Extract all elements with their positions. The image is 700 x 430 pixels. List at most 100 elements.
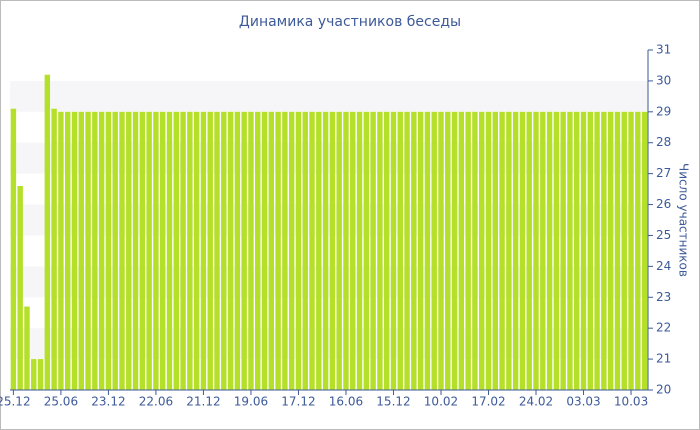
bar <box>506 111 512 391</box>
bar <box>431 111 437 391</box>
bar <box>329 111 336 391</box>
x-tick-label: 17.02 <box>471 395 505 409</box>
bar <box>268 111 275 391</box>
bar <box>132 111 139 391</box>
bar <box>180 111 186 391</box>
bar <box>519 111 526 391</box>
bar <box>458 111 465 391</box>
x-tick-label: 21.12 <box>186 395 220 409</box>
bar <box>363 111 370 391</box>
bar <box>546 111 553 391</box>
bar <box>594 111 600 391</box>
bar <box>288 111 295 391</box>
bar <box>316 111 322 391</box>
y-tick-label: 24 <box>656 259 671 273</box>
y-tick-label: 30 <box>656 73 671 87</box>
bar <box>92 111 98 391</box>
bar <box>417 111 424 391</box>
bar <box>98 111 105 391</box>
bar <box>44 74 51 391</box>
bar <box>404 111 410 391</box>
bar <box>295 111 302 391</box>
x-tick-label: 19.06 <box>234 395 268 409</box>
bar <box>58 111 64 391</box>
bar <box>126 111 132 391</box>
y-tick-label: 29 <box>656 104 671 118</box>
x-tick-label: 10.02 <box>424 395 458 409</box>
bar <box>153 111 159 391</box>
chart-title: Динамика участников беседы <box>239 14 461 30</box>
bar <box>567 111 573 391</box>
bar <box>445 111 451 391</box>
bar <box>207 111 213 391</box>
bar <box>173 111 180 391</box>
bar <box>580 111 587 391</box>
bar <box>159 111 166 391</box>
bar <box>234 111 241 391</box>
y-tick-label: 31 <box>656 43 671 57</box>
bar <box>227 111 234 391</box>
x-tick-label: 24.02 <box>519 395 553 409</box>
bar <box>248 111 254 391</box>
bar <box>574 111 580 391</box>
bar <box>64 111 71 391</box>
bar <box>51 108 57 391</box>
bar <box>438 111 444 391</box>
bar <box>17 186 23 390</box>
bar <box>336 111 342 391</box>
bar <box>241 111 247 391</box>
bar <box>10 108 17 391</box>
bar <box>356 111 363 391</box>
bar <box>397 111 403 391</box>
y-tick-label: 27 <box>656 166 671 180</box>
x-tick-label: 25.06 <box>44 395 78 409</box>
y-tick-label: 20 <box>656 383 671 397</box>
bar <box>343 111 349 391</box>
x-tick-label: 16.06 <box>329 395 363 409</box>
bar <box>377 111 383 391</box>
bar <box>71 111 78 391</box>
bar <box>587 111 594 391</box>
bar <box>635 111 641 391</box>
bar <box>370 111 376 391</box>
bar <box>119 111 125 391</box>
bar <box>465 111 471 391</box>
x-tick-label: 10.03 <box>614 395 648 409</box>
bar <box>78 111 84 391</box>
bar <box>512 111 519 391</box>
bar <box>533 111 539 391</box>
x-tick-label: 25.12 <box>0 395 31 409</box>
y-tick-label: 26 <box>656 197 671 211</box>
bar <box>255 111 261 391</box>
bar <box>112 111 118 391</box>
x-tick-label: 17.12 <box>281 395 315 409</box>
y-tick-label: 21 <box>656 352 671 366</box>
bar <box>105 111 112 391</box>
y-tick-label: 23 <box>656 290 671 304</box>
y-tick-label: 28 <box>656 135 671 149</box>
bar <box>350 111 356 391</box>
bar <box>214 111 220 391</box>
bar <box>309 111 315 391</box>
y-tick-label: 25 <box>656 228 671 242</box>
bar <box>302 111 308 391</box>
y-tick-label: 22 <box>656 321 671 335</box>
bar <box>607 111 614 391</box>
bar <box>200 111 207 391</box>
bar <box>526 111 532 391</box>
bar <box>614 111 621 391</box>
bar <box>553 111 560 391</box>
x-tick-label: 23.12 <box>91 395 125 409</box>
y-axis-title: Число участников <box>677 163 691 277</box>
bar <box>411 111 417 391</box>
bar <box>424 111 431 391</box>
bar <box>139 111 146 391</box>
x-tick-label: 22.06 <box>139 395 173 409</box>
bar <box>628 111 634 391</box>
bar <box>322 111 329 391</box>
bar <box>485 111 492 391</box>
x-tick-label: 15.12 <box>376 395 410 409</box>
bar <box>221 111 227 391</box>
bar <box>492 111 499 391</box>
